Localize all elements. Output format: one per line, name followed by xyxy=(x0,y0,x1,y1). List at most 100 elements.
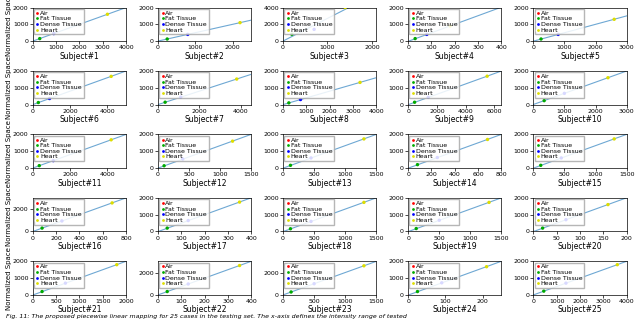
Point xyxy=(285,163,296,168)
Point xyxy=(603,202,613,207)
Point xyxy=(402,230,412,235)
X-axis label: Subject#21: Subject#21 xyxy=(57,306,102,315)
Point xyxy=(276,103,286,108)
Point xyxy=(160,100,170,105)
Point xyxy=(412,289,422,294)
Point xyxy=(402,166,412,172)
Legend: Air, Fat Tissue, Dense Tissue, Heart: Air, Fat Tissue, Dense Tissue, Heart xyxy=(159,263,209,288)
Point xyxy=(525,103,536,108)
Point xyxy=(482,74,492,79)
Legend: Air, Fat Tissue, Dense Tissue, Heart: Air, Fat Tissue, Dense Tissue, Heart xyxy=(410,199,459,225)
X-axis label: Subject#2: Subject#2 xyxy=(185,52,225,61)
Point xyxy=(44,96,54,101)
Point xyxy=(561,217,571,222)
Point xyxy=(162,226,172,231)
Point xyxy=(234,263,244,268)
Legend: Air, Fat Tissue, Dense Tissue, Heart: Air, Fat Tissue, Dense Tissue, Heart xyxy=(284,72,334,98)
X-axis label: Subject#10: Subject#10 xyxy=(557,115,602,124)
Legend: Air, Fat Tissue, Dense Tissue, Heart: Air, Fat Tissue, Dense Tissue, Heart xyxy=(410,72,459,98)
Point xyxy=(234,200,244,205)
X-axis label: Subject#9: Subject#9 xyxy=(435,115,475,124)
Point xyxy=(111,262,122,267)
Point xyxy=(26,39,36,44)
X-axis label: Subject#24: Subject#24 xyxy=(433,306,477,315)
Point xyxy=(183,218,193,223)
Legend: Air, Fat Tissue, Dense Tissue, Heart: Air, Fat Tissue, Dense Tissue, Heart xyxy=(284,263,334,288)
Legend: Air, Fat Tissue, Dense Tissue, Heart: Air, Fat Tissue, Dense Tissue, Heart xyxy=(284,199,334,225)
Point xyxy=(162,289,172,294)
Point xyxy=(175,95,186,100)
X-axis label: Subject#23: Subject#23 xyxy=(307,306,352,315)
Legend: Air, Fat Tissue, Dense Tissue, Heart: Air, Fat Tissue, Dense Tissue, Heart xyxy=(34,263,84,288)
Point xyxy=(355,80,365,85)
Point xyxy=(609,17,620,22)
X-axis label: Subject#7: Subject#7 xyxy=(184,115,225,124)
Legend: Air, Fat Tissue, Dense Tissue, Heart: Air, Fat Tissue, Dense Tissue, Heart xyxy=(410,136,459,161)
Legend: Air, Fat Tissue, Dense Tissue, Heart: Air, Fat Tissue, Dense Tissue, Heart xyxy=(534,199,584,225)
Point xyxy=(235,20,245,25)
Point xyxy=(284,100,294,105)
Point xyxy=(483,137,493,142)
Y-axis label: Normalized Space: Normalized Space xyxy=(6,183,12,246)
Point xyxy=(612,262,623,267)
Legend: Air, Fat Tissue, Dense Tissue, Heart: Air, Fat Tissue, Dense Tissue, Heart xyxy=(284,136,334,161)
Legend: Air, Fat Tissue, Dense Tissue, Heart: Air, Fat Tissue, Dense Tissue, Heart xyxy=(534,72,584,98)
Point xyxy=(402,293,412,298)
Legend: Air, Fat Tissue, Dense Tissue, Heart: Air, Fat Tissue, Dense Tissue, Heart xyxy=(534,9,584,35)
X-axis label: Subject#12: Subject#12 xyxy=(182,179,227,188)
Legend: Air, Fat Tissue, Dense Tissue, Heart: Air, Fat Tissue, Dense Tissue, Heart xyxy=(534,136,584,161)
Legend: Air, Fat Tissue, Dense Tissue, Heart: Air, Fat Tissue, Dense Tissue, Heart xyxy=(159,9,209,35)
Y-axis label: Normalized Space: Normalized Space xyxy=(6,56,12,119)
Point xyxy=(102,12,113,17)
Point xyxy=(359,136,369,141)
Point xyxy=(106,137,116,142)
Point xyxy=(481,264,492,269)
Point xyxy=(436,280,447,285)
Point xyxy=(309,281,319,286)
Point xyxy=(227,139,237,144)
Point xyxy=(276,166,287,172)
Point xyxy=(609,136,620,141)
Point xyxy=(525,39,536,44)
Point xyxy=(26,229,36,235)
X-axis label: Subject#3: Subject#3 xyxy=(310,52,349,61)
Point xyxy=(401,103,412,108)
Point xyxy=(232,76,242,82)
Point xyxy=(48,158,58,163)
X-axis label: Subject#11: Subject#11 xyxy=(57,179,102,188)
Point xyxy=(556,156,566,161)
Point xyxy=(539,98,549,103)
X-axis label: Subject#20: Subject#20 xyxy=(557,242,602,251)
Point xyxy=(410,36,420,41)
Point xyxy=(33,100,44,105)
Point xyxy=(152,293,162,298)
Point xyxy=(178,156,188,162)
X-axis label: Subject#15: Subject#15 xyxy=(557,179,602,188)
Point xyxy=(26,103,36,108)
Legend: Air, Fat Tissue, Dense Tissue, Heart: Air, Fat Tissue, Dense Tissue, Heart xyxy=(159,136,209,161)
Point xyxy=(26,293,36,298)
Point xyxy=(26,166,36,172)
Point xyxy=(306,219,316,224)
Point xyxy=(35,36,45,41)
Point xyxy=(287,32,297,37)
Y-axis label: Normalized Space: Normalized Space xyxy=(6,247,12,309)
X-axis label: Subject#6: Subject#6 xyxy=(60,115,99,124)
X-axis label: Subject#13: Subject#13 xyxy=(307,179,352,188)
Point xyxy=(536,163,546,168)
Point xyxy=(402,39,412,44)
X-axis label: Subject#18: Subject#18 xyxy=(307,242,352,251)
Point xyxy=(162,36,172,42)
Point xyxy=(410,100,420,105)
X-axis label: Subject#1: Subject#1 xyxy=(60,52,99,61)
X-axis label: Subject#25: Subject#25 xyxy=(557,306,602,315)
Point xyxy=(527,166,537,172)
Point xyxy=(539,289,549,294)
X-axis label: Subject#5: Subject#5 xyxy=(560,52,600,61)
Y-axis label: Normalized Space: Normalized Space xyxy=(6,120,12,183)
Point xyxy=(412,162,422,167)
Point xyxy=(411,226,421,231)
Point xyxy=(276,293,287,298)
X-axis label: Subject#16: Subject#16 xyxy=(57,242,102,251)
Legend: Air, Fat Tissue, Dense Tissue, Heart: Air, Fat Tissue, Dense Tissue, Heart xyxy=(159,72,209,98)
